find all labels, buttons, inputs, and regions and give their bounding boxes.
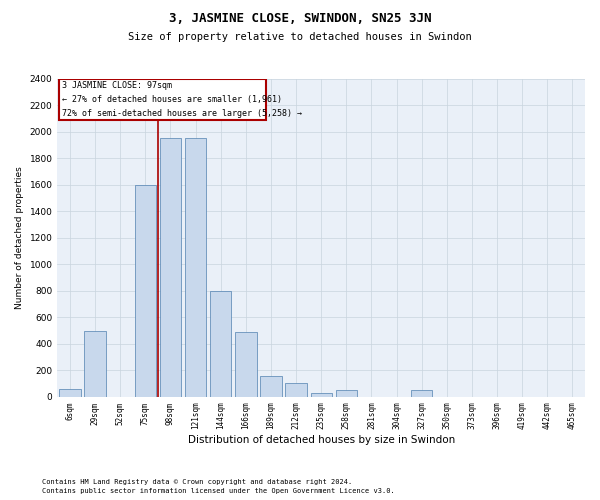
Bar — [286, 383, 307, 397]
Bar — [411, 390, 433, 397]
Bar — [235, 332, 257, 397]
Bar — [59, 79, 266, 120]
Bar — [311, 393, 332, 397]
Y-axis label: Number of detached properties: Number of detached properties — [15, 166, 24, 309]
Text: Contains public sector information licensed under the Open Government Licence v3: Contains public sector information licen… — [42, 488, 395, 494]
Text: 3 JASMINE CLOSE: 97sqm: 3 JASMINE CLOSE: 97sqm — [62, 81, 172, 90]
Bar — [335, 390, 357, 397]
Bar — [185, 138, 206, 397]
Text: Contains HM Land Registry data © Crown copyright and database right 2024.: Contains HM Land Registry data © Crown c… — [42, 479, 352, 485]
Bar — [134, 184, 156, 397]
Bar — [210, 290, 232, 397]
Text: Size of property relative to detached houses in Swindon: Size of property relative to detached ho… — [128, 32, 472, 42]
Bar — [260, 376, 281, 397]
X-axis label: Distribution of detached houses by size in Swindon: Distribution of detached houses by size … — [188, 435, 455, 445]
Bar — [85, 330, 106, 397]
Text: 72% of semi-detached houses are larger (5,258) →: 72% of semi-detached houses are larger (… — [62, 108, 302, 118]
Bar — [59, 389, 80, 397]
Bar — [160, 138, 181, 397]
Text: ← 27% of detached houses are smaller (1,961): ← 27% of detached houses are smaller (1,… — [62, 95, 283, 104]
Text: 3, JASMINE CLOSE, SWINDON, SN25 3JN: 3, JASMINE CLOSE, SWINDON, SN25 3JN — [169, 12, 431, 26]
